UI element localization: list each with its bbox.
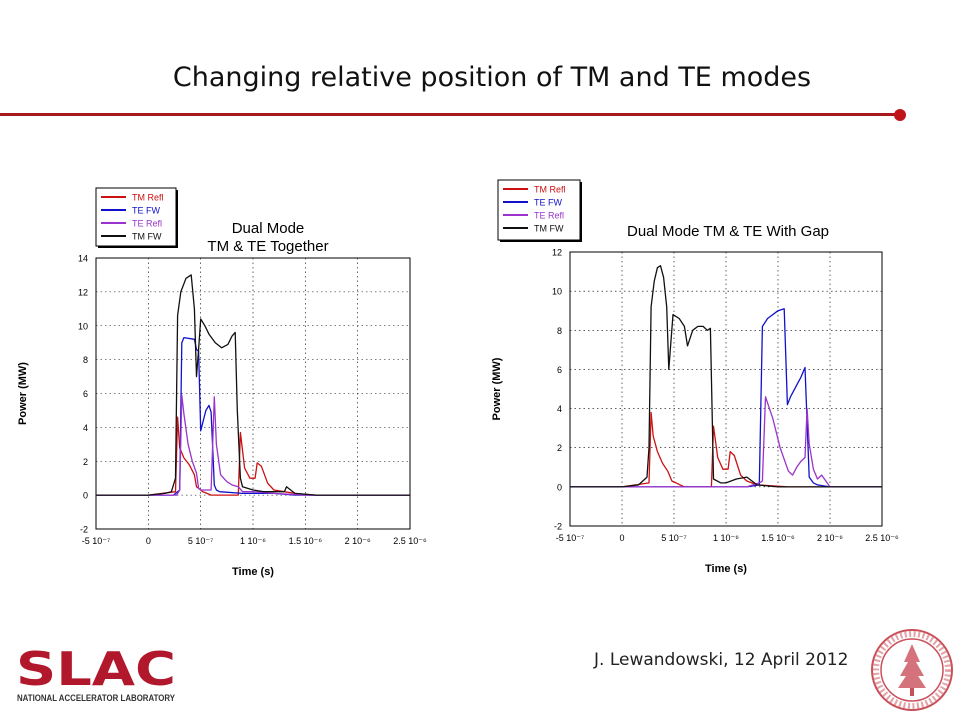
chart1-x-tick-label: 1.5 10⁻⁶ xyxy=(289,536,323,546)
chart2-legend-entry: TE Refl xyxy=(534,211,564,221)
chart2-y-tick-label: 0 xyxy=(557,482,562,492)
chart1-title-line: Dual Mode xyxy=(232,220,305,237)
slac-logo: SLAC NATIONAL ACCELERATOR LABORATORY xyxy=(16,642,176,703)
chart2-title-line: Dual Mode TM & TE With Gap xyxy=(627,223,829,240)
chart1-y-tick-label: 2 xyxy=(83,457,88,467)
chart2-legend-entry: TE FW xyxy=(534,198,562,208)
chart2-x-tick-label: 0 xyxy=(619,533,624,543)
chart2-y-tick-label: -2 xyxy=(554,522,562,532)
title-rule xyxy=(0,113,903,116)
chart1-x-tick-label: 1 10⁻⁶ xyxy=(240,536,266,546)
chart2-y-axis-label: Power (MW) xyxy=(491,357,503,420)
slide-title: Changing relative position of TM and TE … xyxy=(172,62,812,93)
chart1-y-tick-label: 12 xyxy=(78,287,88,297)
chart2-x-tick-label: -5 10⁻⁷ xyxy=(556,533,585,543)
chart1-x-tick-label: -5 10⁻⁷ xyxy=(82,536,111,546)
chart2-y-tick-label: 12 xyxy=(552,248,562,258)
chart2-x-tick-label: 2 10⁻⁶ xyxy=(817,533,843,543)
slac-logo-text: SLAC xyxy=(16,642,176,696)
chart1-y-axis-label: Power (MW) xyxy=(17,362,29,425)
chart1-legend-entry: TE FW xyxy=(132,206,160,216)
chart1-legend-entry: TE Refl xyxy=(132,219,162,229)
chart2-y-tick-label: 10 xyxy=(552,287,562,297)
chart1-title-line: TM & TE Together xyxy=(207,238,328,255)
chart2-y-tick-label: 8 xyxy=(557,326,562,336)
university-seal-icon xyxy=(871,629,953,711)
chart2-y-tick-label: 2 xyxy=(557,443,562,453)
title-rule-dot xyxy=(894,109,906,121)
chart2-x-tick-label: 1.5 10⁻⁶ xyxy=(761,533,795,543)
chart1-series-te-refl xyxy=(96,394,410,496)
chart1-legend-entry: TM FW xyxy=(132,232,162,242)
chart2-series-tm-fw xyxy=(570,265,882,488)
chart2-x-tick-label: 2.5 10⁻⁶ xyxy=(865,533,899,543)
chart1-y-tick-label: -2 xyxy=(80,525,88,535)
chart1-x-tick-label: 0 xyxy=(146,536,151,546)
chart1-y-tick-label: 6 xyxy=(83,389,88,399)
chart-dual-mode-together: -5 10⁻⁷ 0 5 10⁻⁷ 1 10⁻⁶ 1.5 10⁻⁶ 2 10⁻⁶ 2.5 10… xyxy=(17,187,427,578)
chart1-x-tick-label: 2.5 10⁻⁶ xyxy=(393,536,427,546)
chart-dual-mode-with-gap: -5 10⁻⁷ 0 5 10⁻⁷ 1 10⁻⁶ 1.5 10⁻⁶ 2 10⁻⁶ 2.5 10… xyxy=(491,179,899,575)
chart1-x-tick-label: 2 10⁻⁶ xyxy=(345,536,371,546)
chart1-x-tick-label: 5 10⁻⁷ xyxy=(188,536,214,546)
chart2-x-tick-label: 1 10⁻⁶ xyxy=(713,533,739,543)
chart1-y-tick-label: 0 xyxy=(83,491,88,501)
chart2-y-tick-label: 6 xyxy=(557,365,562,375)
slac-logo-subtext: NATIONAL ACCELERATOR LABORATORY xyxy=(17,693,175,703)
chart2-legend-entry: TM Refl xyxy=(534,185,566,195)
chart1-series-tm-fw xyxy=(96,274,410,496)
chart1-legend-entry: TM Refl xyxy=(132,193,164,203)
chart2-legend-entry: TM FW xyxy=(534,224,564,234)
author-credit: J. Lewandowski, 12 April 2012 xyxy=(594,650,849,670)
chart1-y-tick-label: 4 xyxy=(83,423,88,433)
chart1-y-tick-label: 10 xyxy=(78,321,88,331)
chart2-x-tick-label: 5 10⁻⁷ xyxy=(661,533,687,543)
chart1-x-axis-label: Time (s) xyxy=(232,566,274,578)
chart2-x-axis-label: Time (s) xyxy=(705,563,747,575)
chart1-y-tick-label: 14 xyxy=(78,254,88,264)
chart2-y-tick-label: 4 xyxy=(557,404,562,414)
chart2-series-te-refl xyxy=(570,396,882,488)
chart1-y-tick-label: 8 xyxy=(83,355,88,365)
chart1-series-te-fw xyxy=(96,336,410,496)
